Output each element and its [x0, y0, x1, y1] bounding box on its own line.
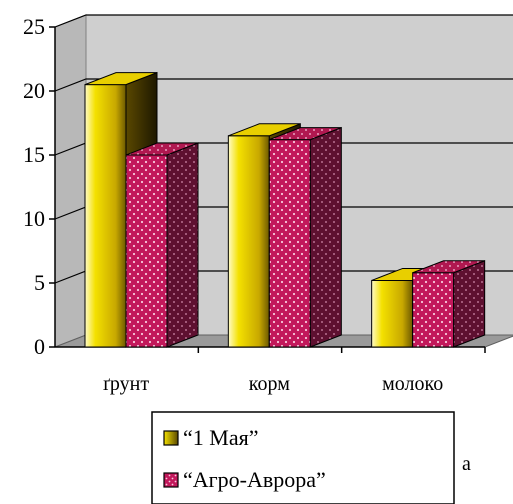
- panel-letter: а: [462, 453, 471, 475]
- bar-front: [268, 139, 311, 348]
- category-label: ґрунт: [103, 373, 149, 395]
- bar-front: [227, 135, 270, 348]
- legend-label: “Агро-Аврора”: [183, 467, 326, 492]
- bar-front: [412, 272, 455, 348]
- bar-side: [166, 142, 199, 348]
- bar-top: [125, 142, 199, 156]
- bars: [84, 71, 486, 348]
- legend: “1 Мая” “Агро-Аврора”: [151, 411, 455, 504]
- bar-молоко-1: [412, 260, 486, 348]
- bar-ґрунт-1: [125, 142, 199, 348]
- category-label: молоко: [382, 373, 443, 395]
- legend-swatch: [163, 472, 179, 488]
- y-tick-label: 15: [23, 142, 45, 167]
- category-label: корм: [249, 373, 290, 395]
- bar-корм-1: [268, 126, 342, 348]
- y-tick-label: 20: [23, 78, 45, 103]
- category-labels: ґрунт корм молоко: [103, 347, 486, 395]
- bar-top: [269, 127, 342, 141]
- bar-top: [412, 260, 485, 274]
- side-wall: [54, 14, 87, 348]
- bar-top: [228, 123, 301, 137]
- bar-front: [125, 154, 168, 348]
- legend-swatch: [163, 430, 179, 446]
- bar-front: [84, 84, 127, 348]
- bar-side: [309, 126, 342, 348]
- legend-label: “1 Мая”: [183, 425, 258, 450]
- bar-front: [371, 279, 414, 348]
- bar-side: [453, 260, 486, 348]
- legend-box: [151, 411, 455, 504]
- y-tick-label: 10: [23, 206, 45, 231]
- y-tick-label: 0: [34, 334, 45, 359]
- y-tick-label: 5: [34, 270, 45, 295]
- gridline: [54, 14, 513, 28]
- bar-top: [84, 72, 158, 86]
- y-tick-label: 25: [23, 14, 45, 39]
- gridline: [54, 78, 513, 92]
